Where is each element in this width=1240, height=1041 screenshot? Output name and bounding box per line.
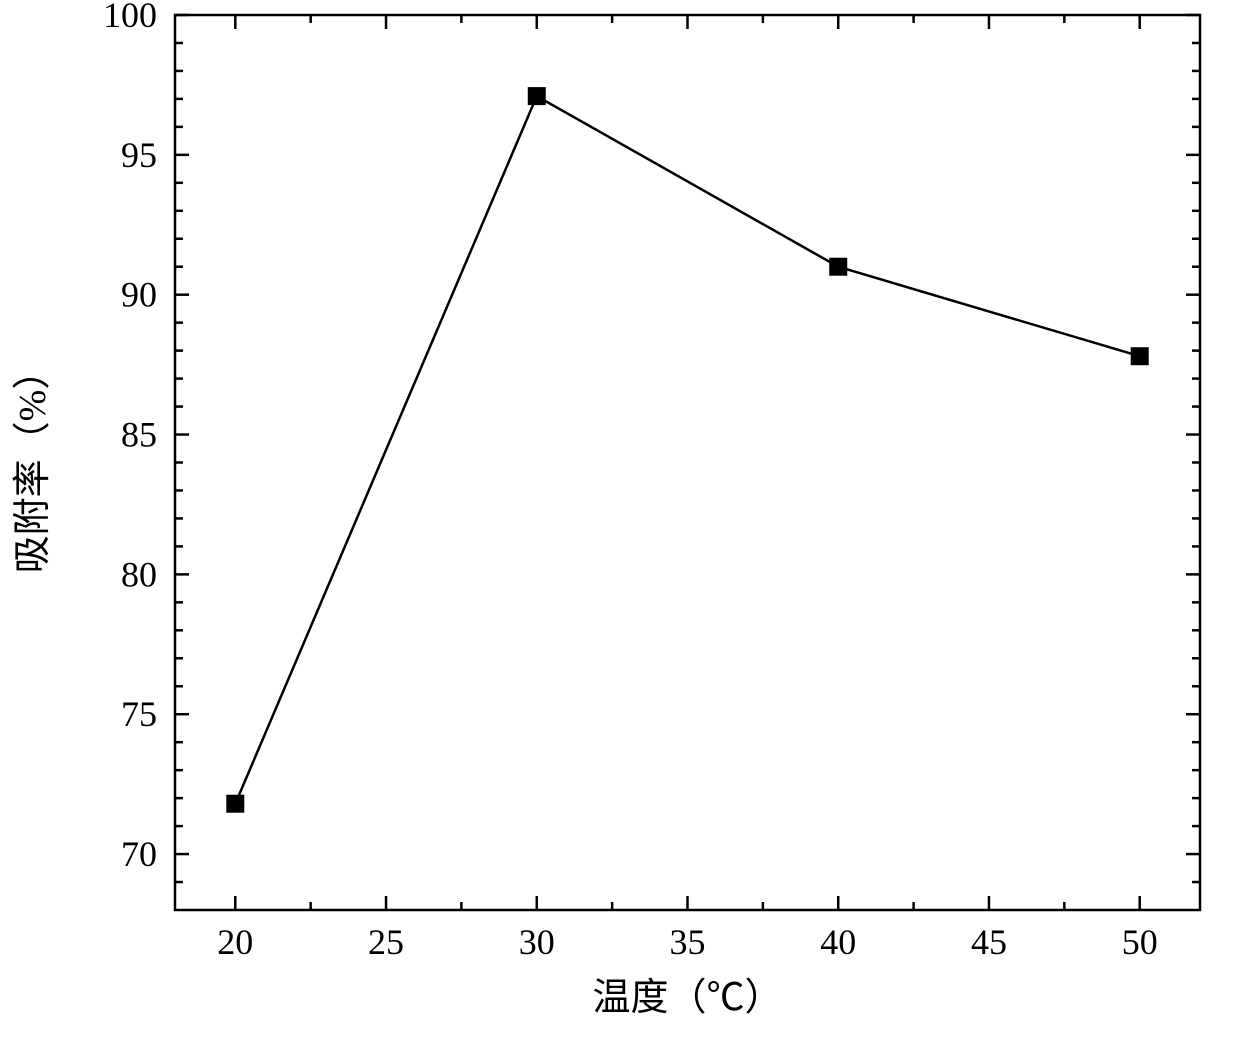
x-tick-label: 20 — [217, 922, 253, 962]
data-marker — [528, 87, 546, 105]
x-axis-label: 温度（℃） — [592, 977, 782, 1019]
line-chart: 20 25 30 35 40 45 50 70 75 80 85 90 95 100 温度（℃） 吸附率（%） — [0, 0, 1240, 1041]
chart-container: 20 25 30 35 40 45 50 70 75 80 85 90 95 100 温度（℃） 吸附率（%） — [0, 0, 1240, 1041]
y-tick-label: 90 — [121, 275, 157, 315]
data-marker — [829, 258, 847, 276]
x-tick-label: 40 — [820, 922, 856, 962]
x-tick-label: 35 — [670, 922, 706, 962]
x-tick-label: 30 — [519, 922, 555, 962]
y-axis-label: 吸附率（%） — [12, 352, 54, 574]
y-tick-label: 85 — [121, 415, 157, 455]
y-tick-label: 75 — [121, 694, 157, 734]
x-tick-label: 25 — [368, 922, 404, 962]
x-tick-label: 50 — [1122, 922, 1158, 962]
y-tick-label: 80 — [121, 554, 157, 594]
data-marker — [1131, 347, 1149, 365]
y-tick-label: 70 — [121, 834, 157, 874]
y-tick-label: 95 — [121, 135, 157, 175]
y-tick-label: 100 — [103, 0, 157, 35]
x-tick-label: 45 — [971, 922, 1007, 962]
data-marker — [226, 795, 244, 813]
